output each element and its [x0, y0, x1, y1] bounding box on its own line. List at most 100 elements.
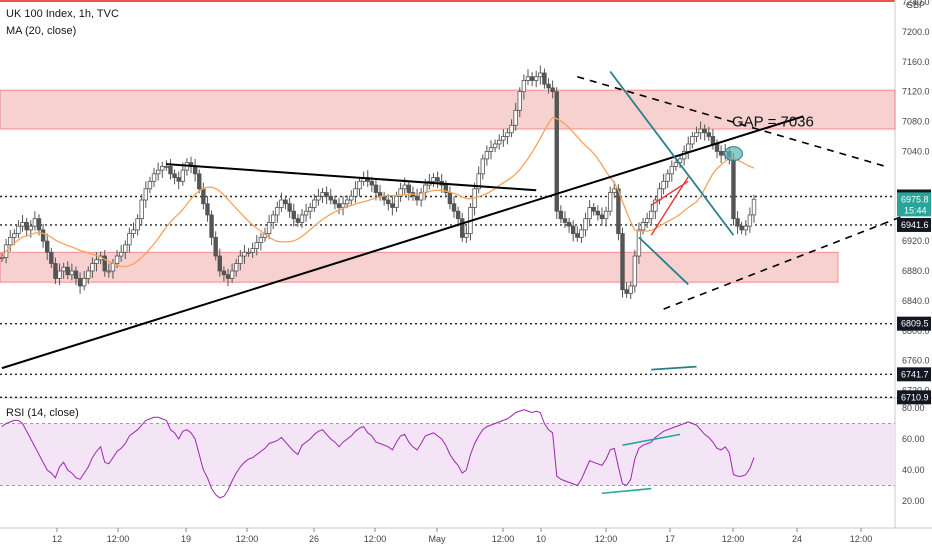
time-tick-label: 12:00: [107, 534, 130, 544]
candle-body: [583, 218, 588, 231]
candle-body: [250, 248, 255, 253]
time-tick-label: 26: [309, 534, 319, 544]
candle-body: [554, 91, 559, 212]
candle-body: [328, 195, 333, 201]
price-tick-label: 6800.0: [902, 326, 930, 336]
trendline-channel: [651, 365, 697, 371]
candle-body: [0, 257, 5, 259]
time-tick-label: 17: [665, 534, 675, 544]
trendline-solid: [166, 163, 537, 192]
candle-body: [254, 242, 259, 249]
price-tick-label: 7080.0: [902, 117, 930, 127]
candle-body: [390, 203, 395, 208]
time-tick-label: 12:00: [492, 534, 515, 544]
candle-body: [73, 270, 79, 279]
candle-body: [205, 203, 210, 216]
candle-body: [303, 210, 309, 216]
candle-body: [435, 177, 440, 182]
candle-body: [373, 184, 379, 193]
top-edge-line: [0, 0, 895, 2]
time-tick-label: May: [428, 534, 446, 544]
candle-body: [686, 143, 691, 152]
candle-body: [731, 158, 736, 220]
candle-body: [279, 199, 284, 208]
candle-body: [624, 289, 629, 294]
candle-body: [65, 266, 70, 276]
candle-body: [160, 165, 165, 171]
trendline-channel: [609, 70, 735, 236]
time-tick-label: 12:00: [595, 534, 618, 544]
time-tick-label: 24: [792, 534, 802, 544]
candle-body: [575, 233, 580, 238]
candle-body: [714, 143, 720, 152]
candle-body: [542, 72, 547, 85]
candle-body: [414, 195, 420, 201]
candle-body: [501, 136, 506, 141]
candle-body: [476, 173, 481, 190]
candle-body: [562, 218, 568, 223]
candle-body: [558, 210, 564, 220]
candle-body: [118, 251, 124, 257]
price-badge-text: 6741.7: [901, 369, 929, 379]
candle-body: [357, 180, 362, 190]
candle-body: [86, 270, 91, 279]
candle-body: [665, 173, 670, 182]
candle-body: [24, 222, 29, 231]
price-tick-label: 7040.0: [902, 146, 930, 156]
rsi-tick-label: 40.00: [902, 465, 925, 475]
candle-body: [123, 244, 128, 253]
candle-body: [192, 165, 198, 175]
candle-body: [702, 128, 707, 134]
candle-body: [566, 222, 572, 227]
candle-body: [143, 188, 149, 201]
gap-annotation-text: GAP = 7036: [732, 114, 814, 131]
candle-body: [443, 184, 449, 193]
candle-body: [242, 251, 247, 257]
candle-body: [201, 188, 206, 205]
candle-body: [418, 192, 424, 201]
price-badge-text: 6809.5: [901, 319, 929, 329]
candle-body: [287, 203, 292, 212]
price-badge-text: 6975.8: [901, 194, 929, 204]
candle-body: [16, 225, 21, 235]
candle-body: [386, 199, 391, 205]
candle-body: [394, 195, 399, 208]
candle-body: [69, 270, 75, 276]
candle-body: [369, 180, 375, 186]
rsi-legend: RSI (14, close): [6, 407, 79, 419]
candle-body: [320, 192, 325, 197]
price-badge-bg: [897, 367, 931, 382]
candle-body: [135, 218, 140, 231]
candle-body: [147, 180, 153, 190]
candle-body: [521, 80, 527, 93]
candle-body: [61, 266, 66, 272]
candle-body: [616, 188, 621, 235]
candle-body: [164, 165, 169, 168]
candle-body: [94, 259, 99, 264]
candle-body: [480, 158, 485, 175]
candle-body: [344, 199, 350, 205]
candle-body: [32, 218, 38, 227]
candle-body: [628, 285, 633, 294]
candle-body: [381, 195, 387, 201]
candle-body: [398, 188, 403, 197]
candle-body: [266, 222, 272, 235]
candle-body: [197, 173, 202, 190]
candle-body: [176, 177, 181, 182]
candle-body: [209, 214, 214, 238]
candle-body: [497, 139, 502, 145]
candle-body: [599, 214, 605, 220]
candle-body: [106, 270, 112, 273]
candle-body: [612, 188, 617, 193]
candle-body: [349, 195, 354, 201]
candle-body: [550, 87, 555, 93]
candle-body: [77, 278, 83, 287]
candle-body: [739, 225, 744, 231]
candle-body: [20, 222, 25, 227]
candle-body: [36, 218, 42, 231]
candle-body: [513, 109, 518, 126]
candle-body: [492, 143, 498, 149]
currency-label: GBP: [906, 0, 925, 10]
candle-body: [525, 76, 531, 81]
